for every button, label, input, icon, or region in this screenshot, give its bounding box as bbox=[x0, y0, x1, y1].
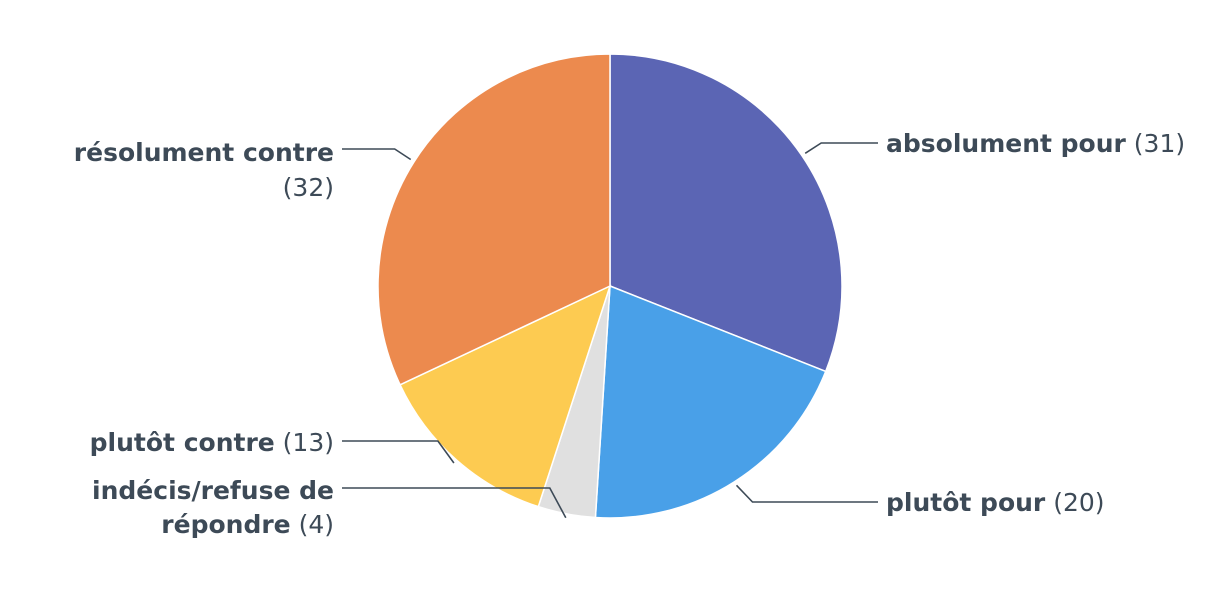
slice-label-name: absolument pour bbox=[886, 129, 1127, 158]
slice-labels: absolument pour (31) plutôt pour (20) indé… bbox=[74, 129, 1185, 539]
slice-label-value: (20) bbox=[1045, 488, 1104, 517]
slice-label-name: répondre bbox=[161, 510, 290, 539]
leader-lines bbox=[342, 142, 878, 519]
pie-slice-absolument-pour bbox=[609, 53, 843, 373]
slice-label-plutot-contre: plutôt contre (13) bbox=[90, 428, 334, 457]
slice-label-absolument-pour: absolument pour (31) bbox=[886, 129, 1185, 158]
leader-line-plutot-pour bbox=[735, 484, 878, 503]
slice-label-plutot-pour: plutôt pour (20) bbox=[886, 488, 1105, 517]
leader-line-plutot-contre bbox=[342, 440, 455, 464]
slice-label-value: (32) bbox=[283, 173, 334, 202]
pie-slice-plutot-contre bbox=[399, 284, 612, 508]
leader-line-resolument-contre bbox=[342, 148, 412, 161]
slice-label-indecis-refuse-de-repondre: indécis/refuse de répondre (4) bbox=[92, 476, 334, 539]
slice-label-value: (31) bbox=[1126, 129, 1185, 158]
slice-label-name: plutôt contre bbox=[90, 428, 275, 457]
pie-slices bbox=[377, 53, 843, 519]
slice-label-name: résolument contre bbox=[74, 138, 334, 167]
leader-line-indecis-refuse-de-repondre bbox=[342, 487, 567, 519]
leader-line-absolument-pour bbox=[804, 142, 878, 154]
pie-slice-plutot-pour bbox=[594, 284, 827, 519]
slice-label-value: (13) bbox=[275, 428, 334, 457]
slice-label-name: indécis/refuse de bbox=[92, 476, 334, 505]
slice-label-resolument-contre: résolument contre (32) bbox=[74, 138, 334, 202]
slice-label-value: (4) bbox=[291, 510, 334, 539]
pie-slice-resolument-contre bbox=[377, 53, 611, 386]
slice-label-name: plutôt pour bbox=[886, 488, 1046, 517]
